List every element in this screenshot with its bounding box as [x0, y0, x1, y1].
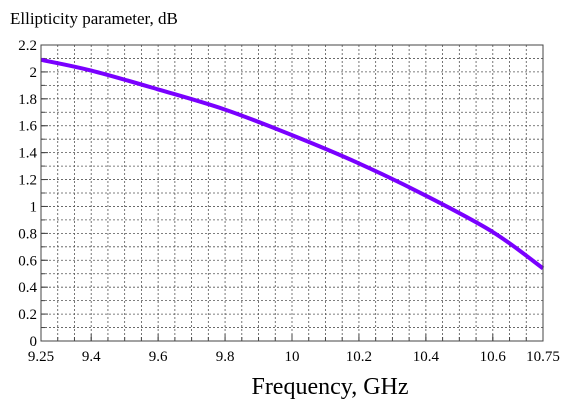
x-tick-label: 9.25 [28, 349, 54, 365]
x-tick-label: 9.4 [82, 349, 101, 365]
plot-frame [40, 44, 544, 342]
y-tick-label: 1.4 [18, 146, 37, 162]
y-tick-label: 0.8 [18, 226, 37, 242]
x-tick-label: 9.8 [216, 349, 235, 365]
x-axis-title: Frequency, GHz [251, 374, 408, 400]
y-tick-label: 0.6 [18, 253, 37, 269]
y-tick-label: 0.2 [18, 307, 37, 323]
x-tick-labels: 9.25 9.4 9.6 9.8 10 10.2 10.4 10.6 10.75 [28, 349, 560, 365]
y-tick-label: 1.8 [18, 92, 37, 108]
x-tick-label: 10 [285, 349, 300, 365]
y-tick-label: 0.4 [18, 280, 37, 296]
y-axis-title: Ellipticity parameter, dB [10, 9, 178, 28]
y-tick-label: 1.2 [18, 173, 37, 189]
y-tick-label: 2.2 [18, 38, 37, 54]
x-tick-label: 10.2 [346, 349, 372, 365]
x-tick-label: 10.6 [480, 349, 507, 365]
series-line-ellipticity [40, 57, 545, 270]
y-tick-label: 1.6 [18, 119, 37, 135]
x-tick-label: 10.75 [526, 349, 560, 365]
y-tick-labels: 0 0.2 0.4 0.6 0.8 1 1.2 1.4 1.6 1.8 2 2.2 [18, 38, 37, 350]
x-tick-label: 10.4 [413, 349, 440, 365]
grid [41, 45, 543, 341]
y-tick-label: 0 [30, 334, 38, 350]
x-tick-label: 9.6 [149, 349, 168, 365]
y-tick-label: 1 [30, 199, 38, 215]
y-tick-label: 2 [30, 65, 38, 81]
series [40, 57, 545, 270]
